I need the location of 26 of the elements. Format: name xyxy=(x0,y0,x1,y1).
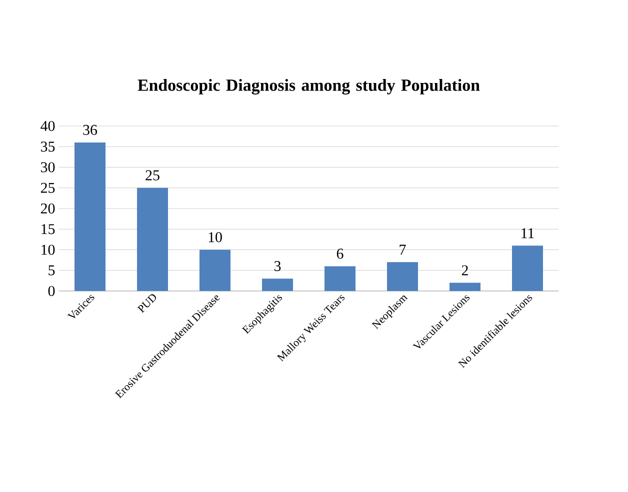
bar xyxy=(137,188,168,291)
y-tick-label: 20 xyxy=(40,203,55,214)
bar xyxy=(262,278,294,291)
y-tick-label: 25 xyxy=(40,182,55,193)
data-label: 36 xyxy=(83,124,98,135)
data-label: 2 xyxy=(462,265,468,276)
y-tick-label: 40 xyxy=(40,120,55,132)
y-tick-label: 30 xyxy=(41,162,55,172)
y-tick-label: 15 xyxy=(42,224,55,234)
y-tick-label: 5 xyxy=(48,265,55,276)
y-tick-label: 35 xyxy=(41,142,55,152)
bar xyxy=(387,262,418,291)
data-label: 3 xyxy=(274,261,281,272)
data-label: 11 xyxy=(522,228,534,238)
bar xyxy=(200,250,231,291)
bar xyxy=(450,282,481,291)
data-label: 25 xyxy=(146,170,160,180)
chart-title: Endoscopic Diagnosis among study Population xyxy=(138,79,480,94)
bar xyxy=(74,142,106,291)
y-tick-label: 10 xyxy=(42,244,55,255)
bar xyxy=(512,246,543,291)
bar xyxy=(324,266,356,291)
data-label: 7 xyxy=(400,244,406,255)
y-tick-label: 0 xyxy=(48,286,55,296)
data-label: 10 xyxy=(208,232,222,242)
data-label: 6 xyxy=(336,248,344,259)
